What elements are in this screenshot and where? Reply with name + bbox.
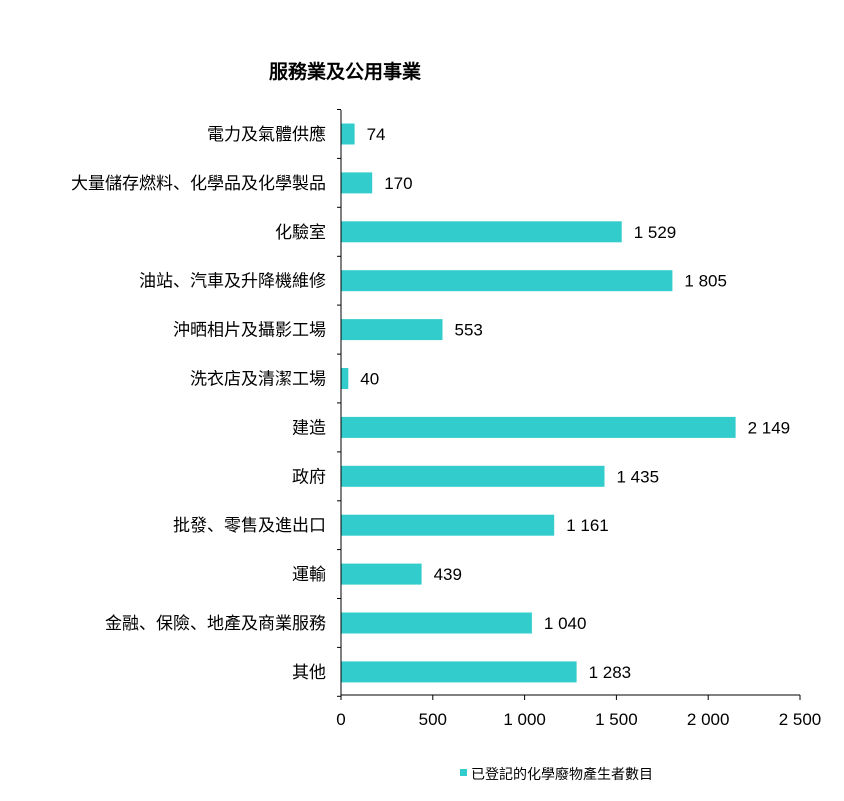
legend-label: 已登記的化學廢物產生者數目 (471, 766, 653, 783)
category-label: 其他 (292, 663, 326, 683)
category-label: 油站、汽車及升降機維修 (139, 272, 326, 292)
data-label: 2 149 (748, 418, 791, 437)
category-label: 政府 (292, 467, 326, 487)
data-label: 1 435 (617, 467, 660, 486)
data-label: 40 (360, 370, 379, 389)
x-tick-label: 500 (419, 710, 447, 729)
category-label: 沖晒相片及攝影工場 (173, 321, 326, 341)
bar (341, 172, 373, 194)
bar (341, 416, 736, 438)
category-labels: 電力及氣體供應大量儲存燃料、化學品及化學製品化驗室油站、汽車及升降機維修沖晒相片… (71, 124, 326, 683)
bar (341, 563, 422, 585)
data-label: 1 040 (544, 614, 587, 633)
data-label: 439 (434, 565, 462, 584)
category-label: 建造 (292, 418, 326, 438)
axes-group: 0 500 1 000 1 500 2 000 2 500 (336, 109, 822, 729)
category-label: 化驗室 (275, 223, 326, 243)
data-label: 1 805 (684, 272, 727, 291)
bar (341, 221, 622, 243)
bar (341, 270, 673, 292)
category-label: 運輸 (292, 565, 326, 585)
category-label: 電力及氣體供應 (207, 124, 326, 145)
data-label: 74 (367, 125, 386, 144)
bar (341, 465, 605, 487)
x-tick-label: 2 000 (687, 710, 730, 729)
category-label: 金融、保險、地產及商業服務 (105, 614, 326, 634)
data-label: 170 (384, 174, 412, 193)
data-label: 1 283 (589, 663, 632, 682)
legend-swatch (460, 769, 467, 776)
bar (341, 514, 555, 536)
category-label: 洗衣店及清潔工場 (190, 370, 326, 390)
bar (341, 661, 577, 683)
value-labels: 74 170 1 529 1 805 553 40 2 149 1 435 1 161 439 1 … (360, 125, 790, 682)
category-label: 批發、零售及進出口 (173, 516, 326, 536)
data-label: 553 (455, 321, 483, 340)
bar (341, 123, 355, 145)
x-tick-label: 1 500 (595, 710, 638, 729)
x-tick-label: 0 (336, 710, 345, 729)
bar (341, 368, 349, 389)
x-tick-label: 2 500 (779, 710, 822, 729)
category-label: 大量儲存燃料、化學品及化學製品 (71, 174, 326, 194)
bar (341, 612, 532, 634)
data-label: 1 529 (634, 223, 677, 242)
bars-group (341, 123, 736, 683)
x-tick-label: 1 000 (503, 710, 546, 729)
legend: 已登記的化學廢物產生者數目 (460, 766, 653, 783)
data-label: 1 161 (566, 516, 609, 535)
chart-title: 服務業及公用事業 (269, 60, 422, 83)
bar (341, 319, 443, 341)
